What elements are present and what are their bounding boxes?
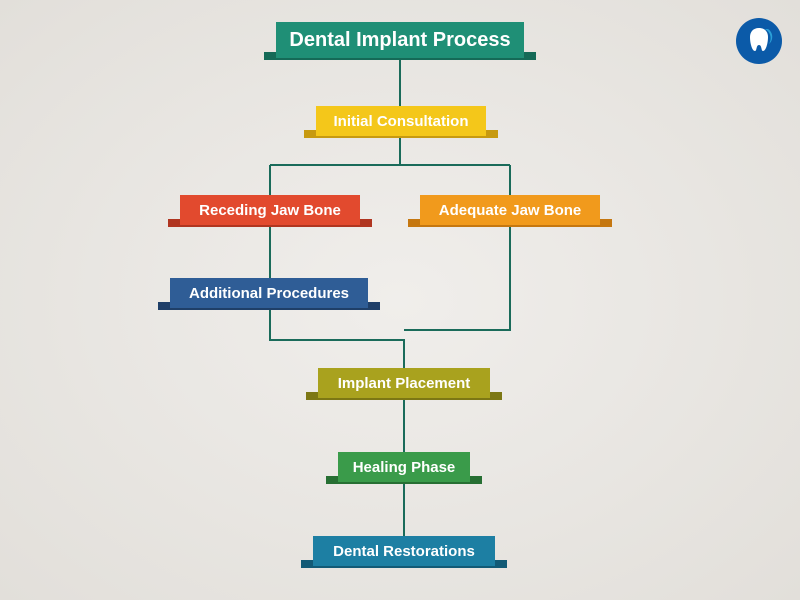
- node-placement: Implant Placement: [318, 368, 490, 398]
- brand-logo-icon: [736, 18, 782, 64]
- connector-lines: [0, 0, 800, 600]
- node-adequate: Adequate Jaw Bone: [420, 195, 600, 225]
- node-title: Dental Implant Process: [276, 22, 524, 58]
- node-additional: Additional Procedures: [170, 278, 368, 308]
- node-receding: Receding Jaw Bone: [180, 195, 360, 225]
- node-healing: Healing Phase: [338, 452, 470, 482]
- node-consult: Initial Consultation: [316, 106, 486, 136]
- node-restore: Dental Restorations: [313, 536, 495, 566]
